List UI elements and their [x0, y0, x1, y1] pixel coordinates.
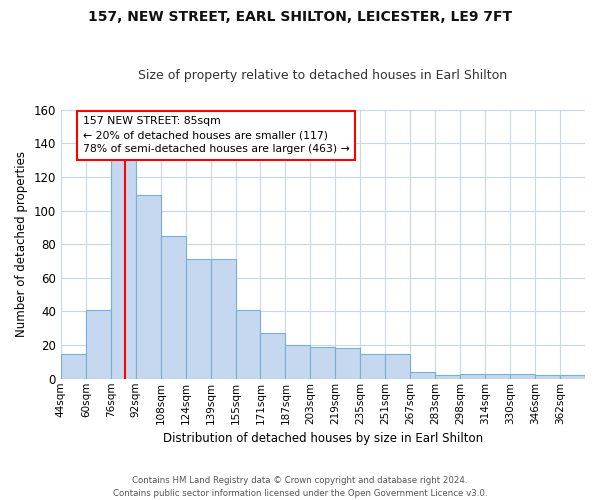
Bar: [435, 376, 460, 379]
Bar: [236, 310, 260, 379]
Text: 157 NEW STREET: 85sqm
← 20% of detached houses are smaller (117)
78% of semi-det: 157 NEW STREET: 85sqm ← 20% of detached …: [83, 116, 349, 154]
Bar: [560, 376, 585, 379]
Bar: [260, 334, 286, 379]
Bar: [361, 354, 385, 379]
Title: Size of property relative to detached houses in Earl Shilton: Size of property relative to detached ho…: [139, 69, 508, 82]
Bar: [535, 376, 560, 379]
X-axis label: Distribution of detached houses by size in Earl Shilton: Distribution of detached houses by size …: [163, 432, 483, 445]
Bar: [185, 260, 211, 379]
Y-axis label: Number of detached properties: Number of detached properties: [15, 151, 28, 337]
Bar: [385, 354, 410, 379]
Bar: [460, 374, 485, 379]
Bar: [310, 347, 335, 379]
Bar: [136, 196, 161, 379]
Bar: [335, 348, 361, 379]
Bar: [61, 354, 86, 379]
Bar: [510, 374, 535, 379]
Bar: [410, 372, 435, 379]
Bar: [485, 374, 510, 379]
Bar: [111, 155, 136, 379]
Bar: [286, 345, 310, 379]
Bar: [161, 236, 185, 379]
Bar: [211, 260, 236, 379]
Text: 157, NEW STREET, EARL SHILTON, LEICESTER, LE9 7FT: 157, NEW STREET, EARL SHILTON, LEICESTER…: [88, 10, 512, 24]
Bar: [86, 310, 111, 379]
Text: Contains HM Land Registry data © Crown copyright and database right 2024.
Contai: Contains HM Land Registry data © Crown c…: [113, 476, 487, 498]
